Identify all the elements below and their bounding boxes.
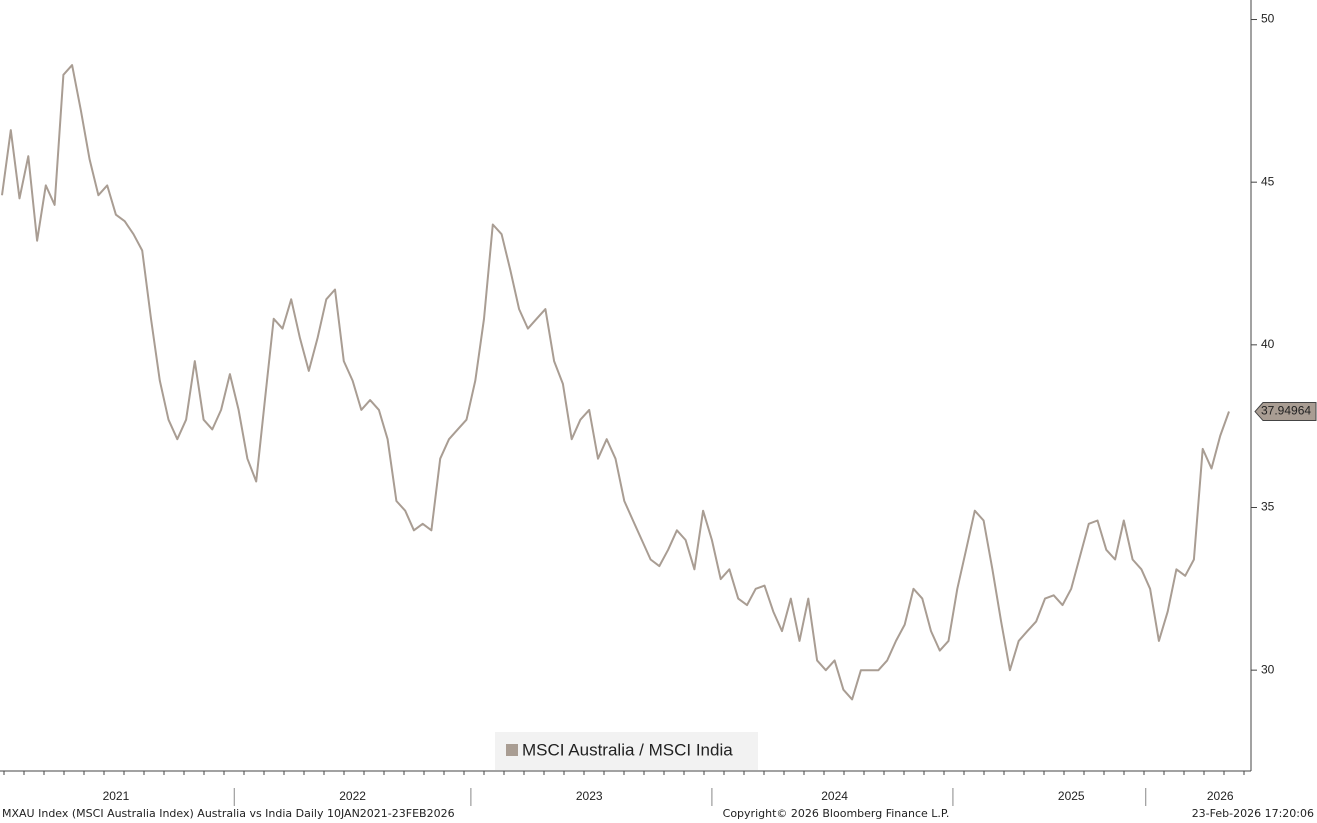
last-value-label: 37.94964 [1261, 404, 1311, 418]
x-tick-label: 2022 [339, 789, 366, 803]
series-line [1, 64, 1230, 701]
x-tick-label: 2026 [1207, 789, 1234, 803]
footer-right: 23-Feb-2026 17:20:06 [1192, 807, 1314, 820]
y-tick-label: 45 [1261, 174, 1275, 188]
y-tick-label: 50 [1261, 12, 1275, 26]
y-tick-label: 30 [1261, 662, 1275, 676]
last-value-tag [1254, 402, 1317, 422]
legend-box [495, 732, 758, 770]
x-tick-label: 2021 [103, 789, 130, 803]
x-tick-label: 2025 [1058, 789, 1085, 803]
legend-label: MSCI Australia / MSCI India [522, 740, 733, 759]
footer-center: Copyright© 2026 Bloomberg Finance L.P. [723, 807, 950, 820]
x-tick-label: 2024 [821, 789, 848, 803]
footer-left: MXAU Index (MSCI Australia Index) Austra… [2, 807, 455, 820]
x-tick-label: 2023 [576, 789, 603, 803]
legend-swatch [506, 744, 518, 756]
y-tick-label: 40 [1261, 337, 1275, 351]
y-tick-label: 35 [1261, 500, 1275, 514]
